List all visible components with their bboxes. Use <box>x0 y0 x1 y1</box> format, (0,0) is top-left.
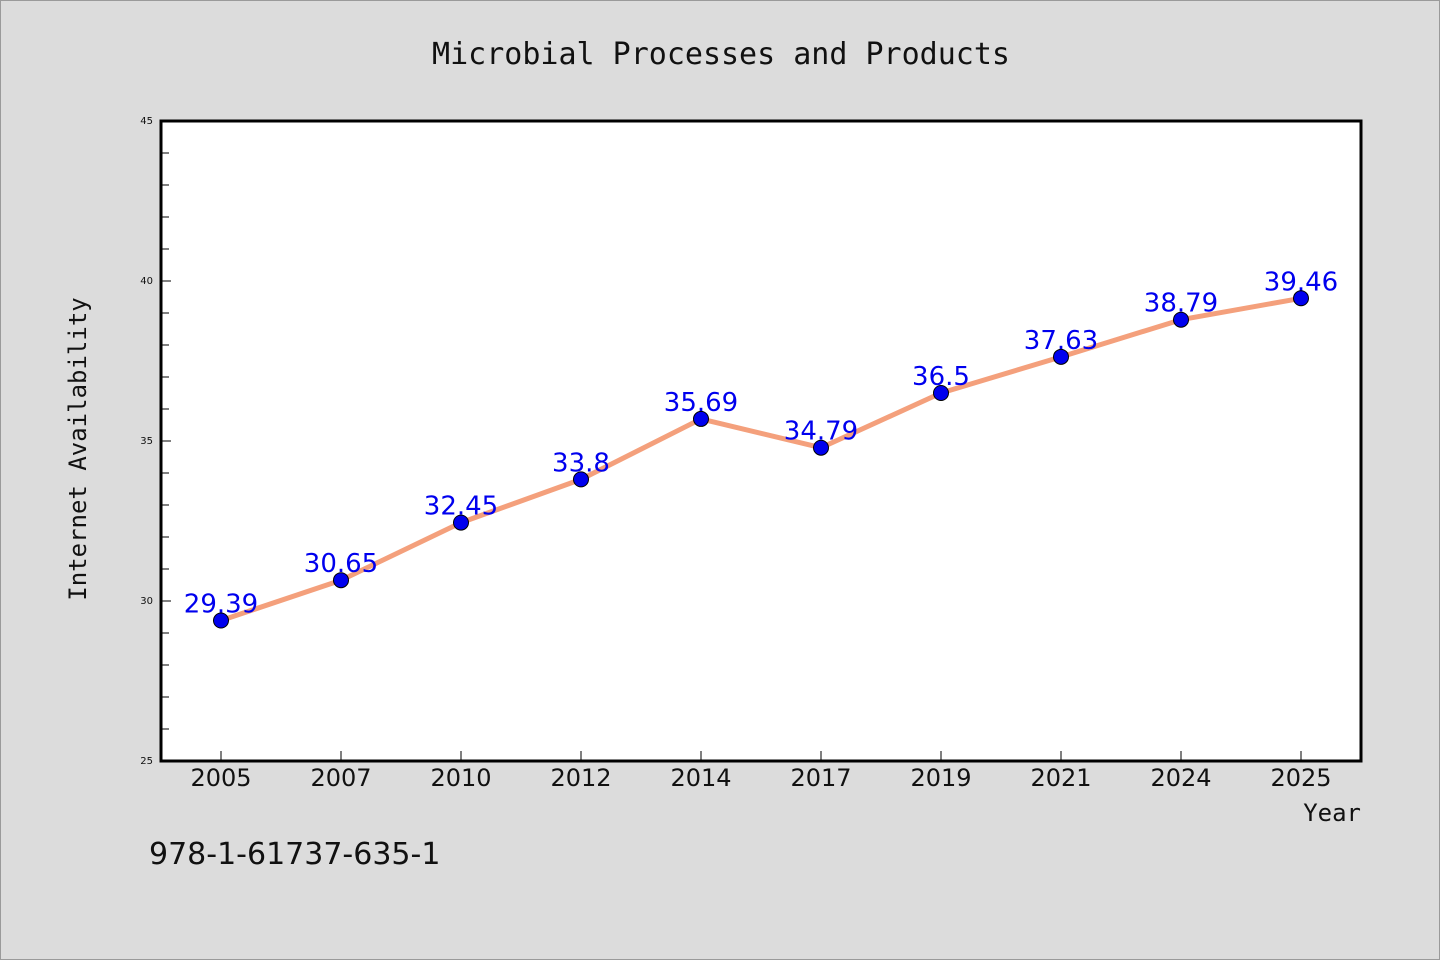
y-tick-label: 35 <box>140 436 153 447</box>
x-tick-label: 2021 <box>1030 764 1091 792</box>
x-tick-label: 2012 <box>550 764 611 792</box>
x-tick-label: 2010 <box>430 764 491 792</box>
x-tick-label: 2007 <box>310 764 371 792</box>
x-axis-ticks <box>220 751 1302 761</box>
x-axis-label: Year <box>1303 799 1361 827</box>
series-line <box>218 295 1304 624</box>
data-point-marker <box>453 514 469 531</box>
x-tick-label: 2014 <box>670 764 731 792</box>
data-point-marker <box>1173 311 1189 328</box>
x-tick-label: 2019 <box>910 764 971 792</box>
chart-title: Microbial Processes and Products <box>432 37 1010 72</box>
x-tick-label: 2017 <box>790 764 851 792</box>
data-markers <box>213 290 1309 629</box>
data-point-marker <box>1053 348 1069 365</box>
y-axis-label: Internet Availability <box>64 297 92 600</box>
y-tick-label: 40 <box>140 276 153 287</box>
x-axis-tick-labels: 2005 2007 2010 2012 2014 2017 2019 2021 2024 2025 <box>190 764 1331 792</box>
data-labels: 29.3930.6532.4533.835.6934.7936.537.6338… <box>184 267 1338 619</box>
isbn-text: 978-1-61737-635-1 <box>149 837 440 872</box>
y-tick-label: 30 <box>140 596 153 607</box>
data-point-marker <box>933 385 949 401</box>
y-tick-label: 25 <box>140 756 153 767</box>
data-point-marker <box>573 471 589 488</box>
y-axis-tick-labels: 25 30 35 40 45 <box>140 116 153 767</box>
data-point-marker <box>213 612 229 629</box>
plot-frame <box>159 119 1363 763</box>
y-tick-label: 45 <box>140 116 153 127</box>
x-tick-label: 2005 <box>190 764 251 792</box>
data-point-marker <box>333 572 349 589</box>
plot-area <box>161 121 1361 761</box>
data-point-marker <box>693 410 709 427</box>
data-point-marker <box>813 439 829 456</box>
x-tick-label: 2025 <box>1270 764 1331 792</box>
data-point-marker <box>1293 290 1309 307</box>
x-tick-label: 2024 <box>1150 764 1211 792</box>
